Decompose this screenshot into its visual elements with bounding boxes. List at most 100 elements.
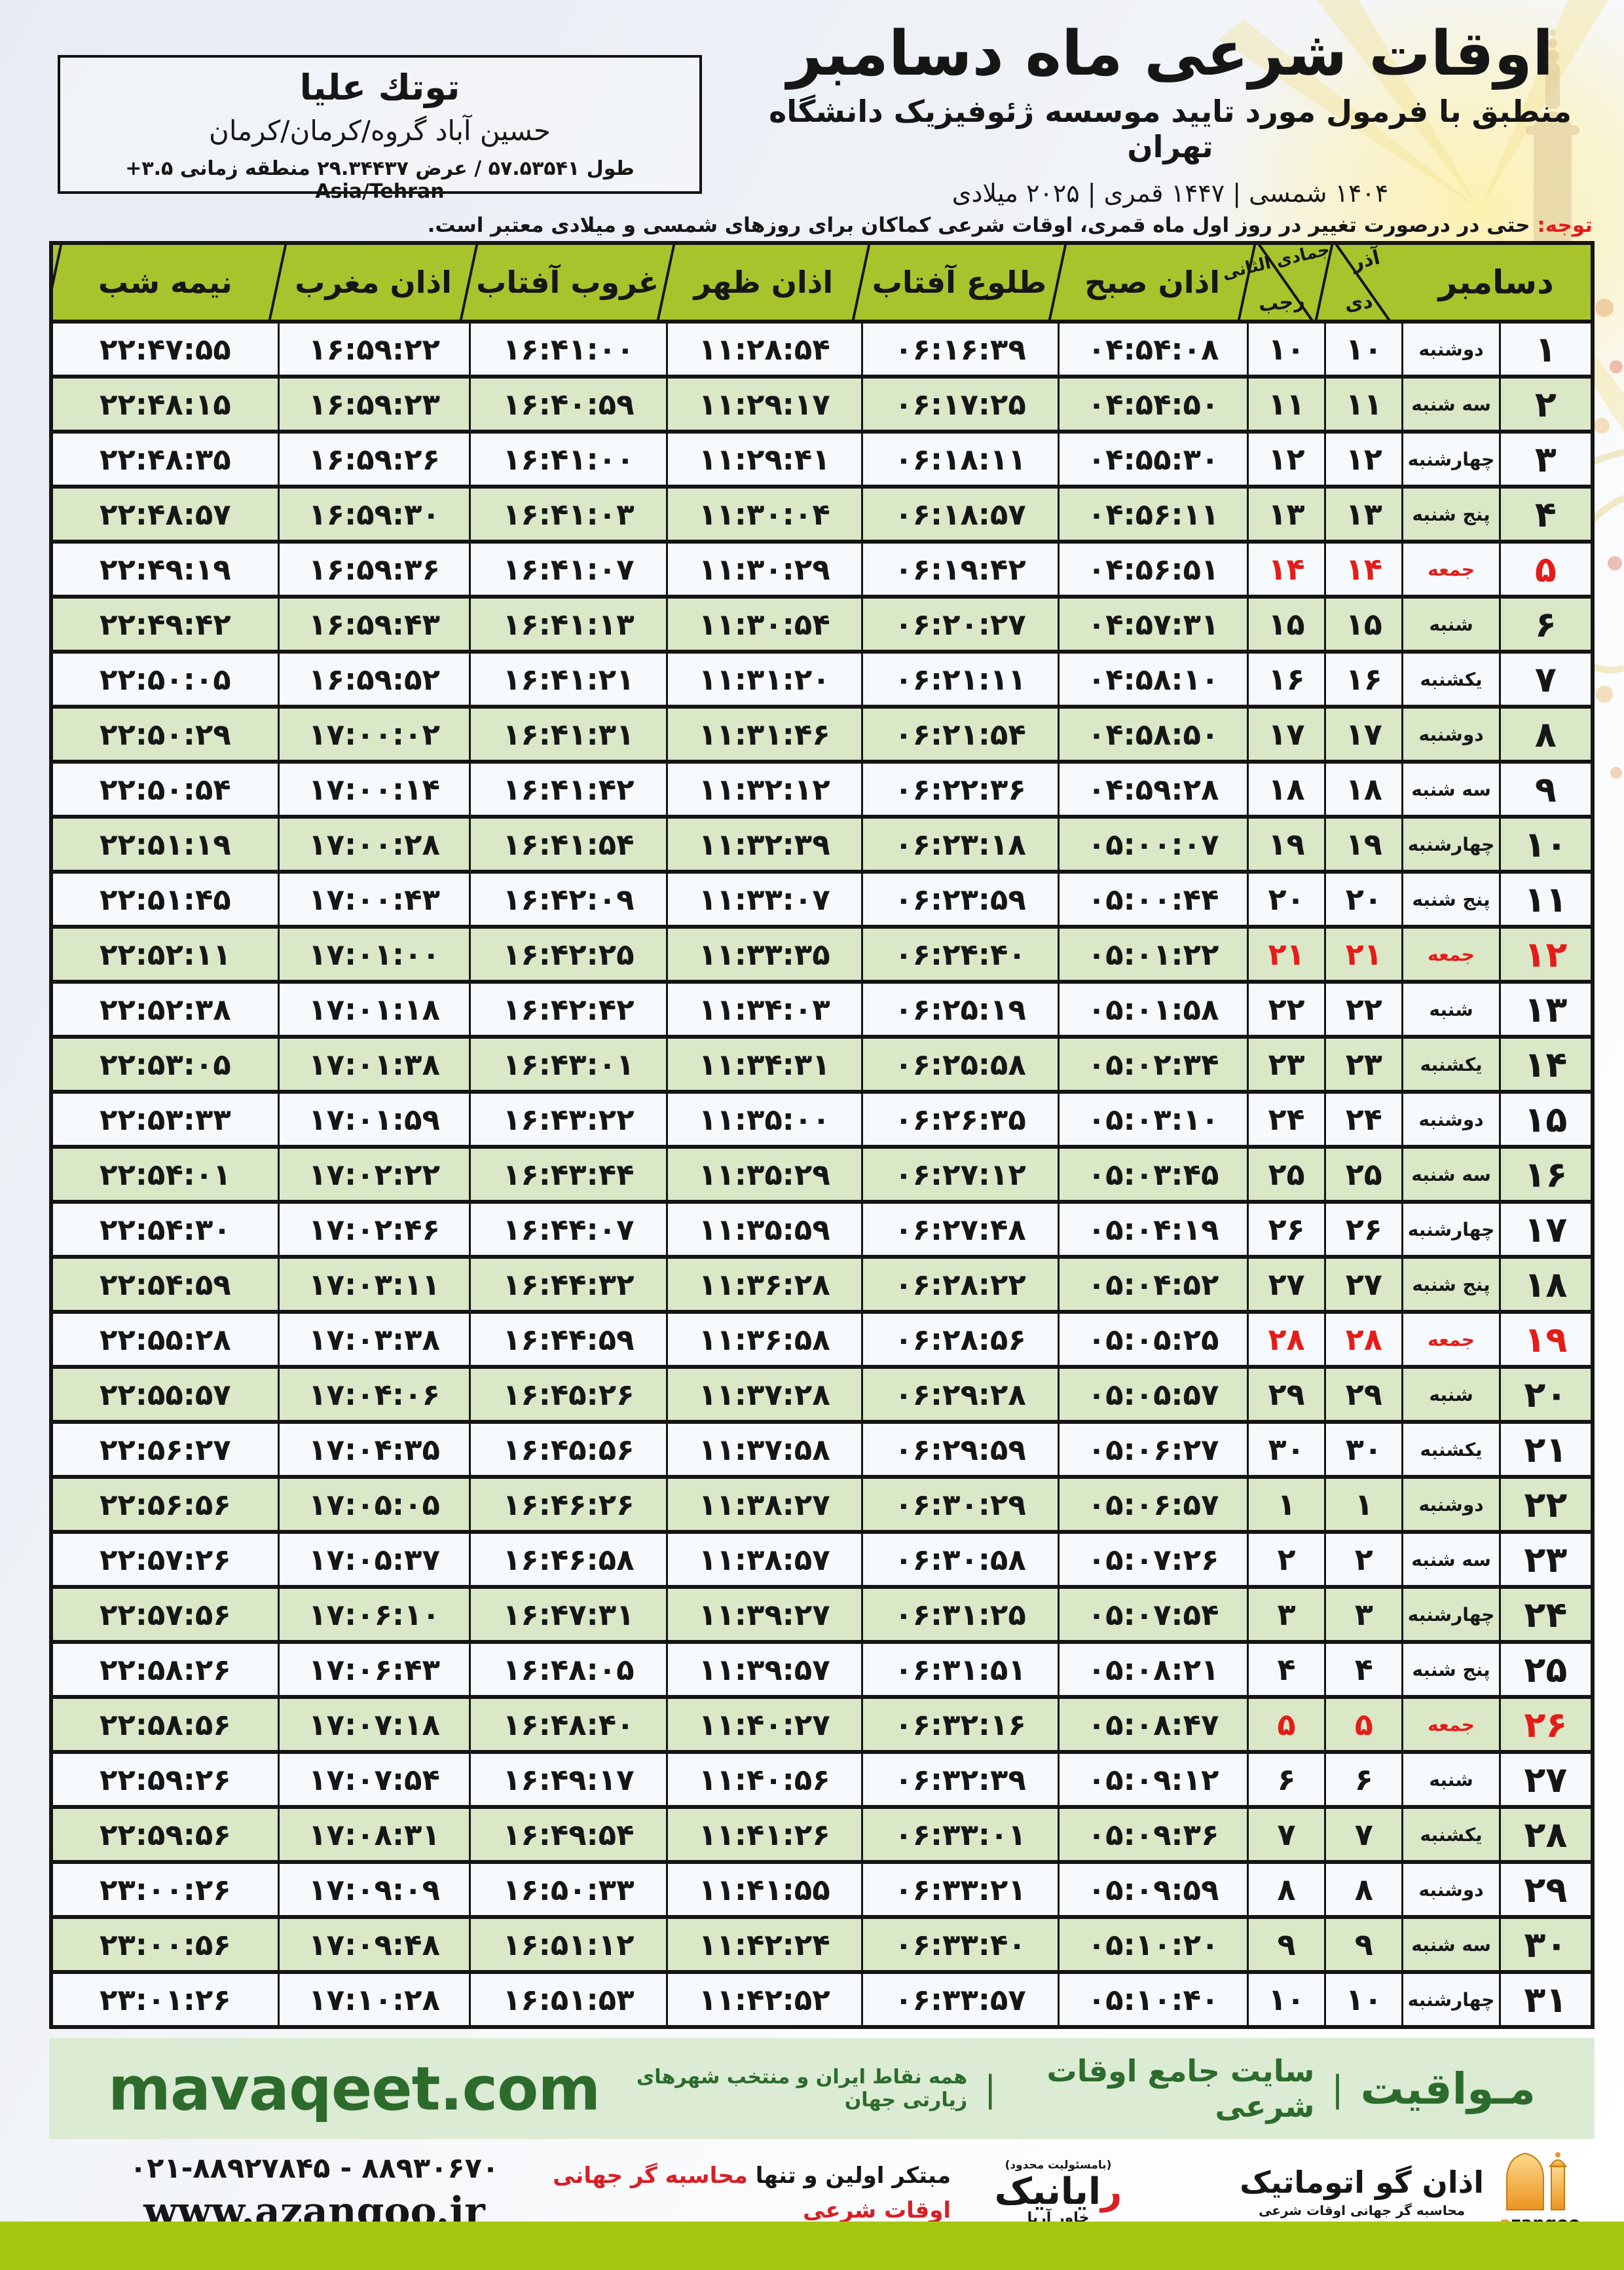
midnight-time: ۲۲:۵۲:۱۱ — [99, 937, 231, 972]
sunset-time: ۱۶:۴۱:۰۰ — [469, 434, 666, 485]
day-number: ۸ — [1498, 709, 1591, 760]
day-number: ۲۷ — [1498, 1754, 1591, 1805]
weekday: دوشنبه — [1401, 1864, 1498, 1915]
sunrise-time: ۰۶:۲۵:۱۹ — [860, 984, 1058, 1035]
dhuhr-time: ۱۱:۳۴:۰۳ — [666, 984, 861, 1035]
weekday: شنبه — [1401, 1369, 1498, 1420]
column-midnight: نیمه شب — [53, 245, 278, 320]
sunset-time: ۱۶:۴۷:۳۱ — [469, 1589, 666, 1640]
diagonal-divider — [1246, 245, 1325, 320]
fajr-time: ۰۵:۰۸:۲۱ — [1058, 1644, 1247, 1695]
table-row: ۸ دوشنبه ۱۷ ۱۷ ۰۴:۵۸:۵۰ ۰۶:۲۱:۵۴ ۱۱:۳۱:۴… — [53, 709, 1591, 764]
page-subtitle: منطبق با فرمول مورد تایید موسسه ژئوفیزیک… — [769, 93, 1572, 164]
maghrib-time: ۱۷:۰۱:۱۸ — [277, 984, 470, 1035]
maghrib-time: ۱۷:۰۸:۳۱ — [277, 1809, 470, 1860]
fajr-time: ۰۴:۵۶:۱۱ — [1058, 489, 1247, 540]
mavaqeet-desc2: همه نقاط ایران و منتخب شهرهای زیارتی جها… — [636, 2066, 968, 2112]
midnight-time: ۲۲:۵۰:۵۴ — [99, 772, 231, 807]
maghrib-time: ۱۶:۵۹:۲۲ — [277, 324, 470, 375]
midnight-time: ۲۲:۵۷:۲۶ — [99, 1542, 231, 1577]
fajr-time: ۰۵:۰۰:۴۴ — [1058, 874, 1247, 925]
header: اوقات شرعی ماه دسامبر منطبق با فرمول مور… — [728, 22, 1612, 208]
shamsi-day: ۲۲ — [1324, 984, 1401, 1035]
prayer-times-table: دسامبر آذر دی جمادی الثانی رجب اذان صبح … — [49, 241, 1595, 2029]
shamsi-day: ۷ — [1324, 1809, 1401, 1860]
hijri-day: ۲۸ — [1246, 1314, 1324, 1365]
fajr-time: ۰۵:۰۵:۵۷ — [1058, 1369, 1247, 1420]
sunset-time: ۱۶:۴۱:۰۷ — [469, 544, 666, 595]
sunrise-time: ۰۶:۲۹:۵۹ — [860, 1424, 1058, 1475]
azangoo-logo: azangoo اذان گو اتوماتیک محاسبه گر جهانی… — [1172, 2149, 1580, 2233]
day-number: ۶ — [1498, 599, 1591, 650]
midnight-time: ۲۲:۵۵:۵۷ — [99, 1377, 231, 1412]
hijri-day: ۲۵ — [1246, 1149, 1324, 1200]
hijri-day: ۳ — [1246, 1589, 1324, 1640]
dhuhr-time: ۱۱:۴۰:۵۶ — [666, 1754, 861, 1805]
fajr-time: ۰۵:۰۳:۱۰ — [1058, 1094, 1247, 1145]
dhuhr-time: ۱۱:۳۰:۵۴ — [666, 599, 861, 650]
sunset-time: ۱۶:۴۳:۲۲ — [469, 1094, 666, 1145]
hijri-day: ۲۶ — [1246, 1204, 1324, 1255]
shamsi-day: ۹ — [1324, 1919, 1401, 1970]
hijri-day: ۲۷ — [1246, 1259, 1324, 1310]
diagonal-divider — [1324, 245, 1402, 320]
sunset-time: ۱۶:۵۱:۵۳ — [469, 1974, 666, 2025]
weekday: سه شنبه — [1401, 764, 1498, 815]
table-row: ۱۶ سه شنبه ۲۵ ۲۵ ۰۵:۰۳:۴۵ ۰۶:۲۷:۱۲ ۱۱:۳۵… — [53, 1149, 1591, 1204]
shamsi-day: ۲۹ — [1324, 1369, 1401, 1420]
dhuhr-time: ۱۱:۳۵:۲۹ — [666, 1149, 861, 1200]
sunrise-time: ۰۶:۱۸:۵۷ — [860, 489, 1058, 540]
dhuhr-time: ۱۱:۳۸:۵۷ — [666, 1534, 861, 1585]
calendar-years: ۱۴۰۴ شمسی | ۱۴۴۷ قمری | ۲۰۲۵ میلادی — [951, 178, 1389, 208]
sunset-time: ۱۶:۴۱:۵۴ — [469, 819, 666, 870]
shamsi-day: ۲۵ — [1324, 1149, 1401, 1200]
maghrib-time: ۱۷:۰۰:۰۲ — [277, 709, 470, 760]
table-body: ۱ دوشنبه ۱۰ ۱۰ ۰۴:۵۴:۰۸ ۰۶:۱۶:۳۹ ۱۱:۲۸:۵… — [53, 324, 1591, 2025]
column-fajr: اذان صبح — [1058, 245, 1247, 320]
day-number: ۱۰ — [1498, 819, 1591, 870]
dhuhr-time: ۱۱:۳۷:۲۸ — [666, 1369, 861, 1420]
weekday: پنج شنبه — [1401, 1644, 1498, 1695]
location-name: توتك عليا — [299, 67, 460, 108]
weekday: شنبه — [1401, 1754, 1498, 1805]
maghrib-time: ۱۷:۰۰:۱۴ — [277, 764, 470, 815]
sunrise-time: ۰۶:۲۸:۵۶ — [860, 1314, 1058, 1365]
slogan-line1: مبتکر اولین و تنها محاسبه گر جهانی اوقات… — [553, 2163, 951, 2223]
maghrib-time: ۱۷:۰۷:۱۸ — [277, 1699, 470, 1750]
sunset-time: ۱۶:۴۹:۱۷ — [469, 1754, 666, 1805]
table-header: دسامبر آذر دی جمادی الثانی رجب اذان صبح … — [53, 245, 1591, 324]
table-row: ۲۱ یکشنبه ۳۰ ۳۰ ۰۵:۰۶:۲۷ ۰۶:۲۹:۵۹ ۱۱:۳۷:… — [53, 1424, 1591, 1479]
maghrib-time: ۱۷:۰۱:۳۸ — [277, 1039, 470, 1090]
midnight-time: ۲۲:۵۰:۲۹ — [99, 716, 231, 752]
hijri-day: ۶ — [1246, 1754, 1324, 1805]
mavaqeet-url: mavaqeet.com — [108, 2053, 600, 2124]
sunrise-time: ۰۶:۲۶:۳۵ — [860, 1094, 1058, 1145]
table-row: ۲۲ دوشنبه ۱ ۱ ۰۵:۰۶:۵۷ ۰۶:۳۰:۲۹ ۱۱:۳۸:۲۷… — [53, 1479, 1591, 1534]
sunrise-time: ۰۶:۲۴:۴۰ — [860, 929, 1058, 980]
weekday: دوشنبه — [1401, 709, 1498, 760]
dhuhr-time: ۱۱:۳۸:۲۷ — [666, 1479, 861, 1530]
hijri-day: ۲۳ — [1246, 1039, 1324, 1090]
table-row: ۲۸ یکشنبه ۷ ۷ ۰۵:۰۹:۳۶ ۰۶:۳۳:۰۱ ۱۱:۴۱:۲۶… — [53, 1809, 1591, 1864]
shamsi-day: ۱۰ — [1324, 1974, 1401, 2025]
maghrib-time: ۱۷:۱۰:۲۸ — [277, 1974, 470, 2025]
shamsi-day: ۸ — [1324, 1864, 1401, 1915]
rayanik-note: (بامسئولیت محدود) — [1005, 2159, 1112, 2172]
sunset-time: ۱۶:۵۰:۳۳ — [469, 1864, 666, 1915]
azangoo-name: اذان گو اتوماتیک — [1240, 2165, 1484, 2200]
hijri-day: ۱۶ — [1246, 654, 1324, 705]
fajr-time: ۰۵:۰۴:۱۹ — [1058, 1204, 1247, 1255]
day-number: ۴ — [1498, 489, 1591, 540]
midnight-time: ۲۲:۵۸:۵۶ — [99, 1707, 231, 1742]
day-number: ۲۹ — [1498, 1864, 1591, 1915]
sunrise-time: ۰۶:۱۶:۳۹ — [860, 324, 1058, 375]
weekday: چهارشنبه — [1401, 819, 1498, 870]
table-row: ۲۵ پنج شنبه ۴ ۴ ۰۵:۰۸:۲۱ ۰۶:۳۱:۵۱ ۱۱:۳۹:… — [53, 1644, 1591, 1699]
mavaqeet-name-fa: مـواقیت — [1360, 2063, 1536, 2114]
location-box: توتك عليا حسین آباد گروه/کرمان/کرمان طول… — [58, 55, 702, 203]
weekday: دوشنبه — [1401, 1094, 1498, 1145]
fajr-time: ۰۴:۵۸:۵۰ — [1058, 709, 1247, 760]
maghrib-time: ۱۷:۰۳:۱۱ — [277, 1259, 470, 1310]
weekday: چهارشنبه — [1401, 434, 1498, 485]
